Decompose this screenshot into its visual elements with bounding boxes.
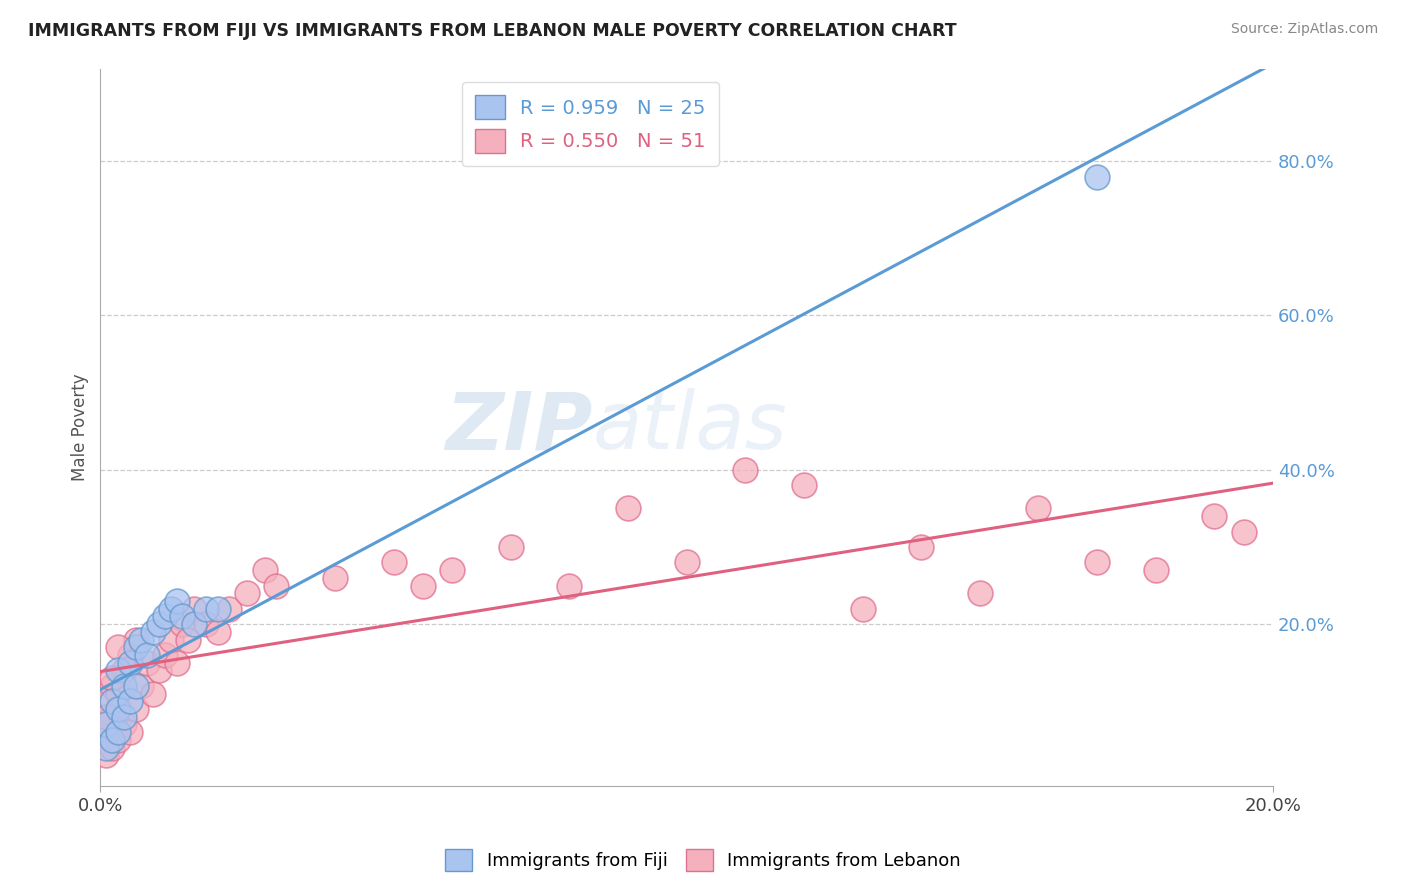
Point	[852, 601, 875, 615]
Point	[118, 648, 141, 662]
Point	[1085, 169, 1108, 184]
Point	[218, 601, 240, 615]
Point	[194, 601, 217, 615]
Point	[101, 709, 124, 723]
Point	[118, 656, 141, 670]
Point	[183, 617, 205, 632]
Point	[101, 679, 124, 693]
Point	[969, 586, 991, 600]
Point	[148, 664, 170, 678]
Point	[159, 632, 181, 647]
Point	[131, 632, 153, 647]
Point	[107, 725, 129, 739]
Point	[101, 732, 124, 747]
Point	[107, 664, 129, 678]
Point	[1233, 524, 1256, 539]
Point	[124, 632, 146, 647]
Point	[118, 725, 141, 739]
Point	[124, 640, 146, 655]
Point	[194, 617, 217, 632]
Point	[124, 702, 146, 716]
Point	[172, 609, 194, 624]
Point	[96, 694, 118, 708]
Point	[207, 624, 229, 639]
Point	[264, 578, 287, 592]
Point	[734, 463, 756, 477]
Point	[107, 687, 129, 701]
Point	[96, 709, 118, 723]
Point	[617, 501, 640, 516]
Point	[101, 740, 124, 755]
Text: ZIP: ZIP	[446, 388, 593, 467]
Point	[124, 679, 146, 693]
Y-axis label: Male Poverty: Male Poverty	[72, 374, 89, 481]
Point	[441, 563, 464, 577]
Point	[107, 702, 129, 716]
Point	[172, 617, 194, 632]
Point	[558, 578, 581, 592]
Point	[910, 540, 932, 554]
Point	[1028, 501, 1050, 516]
Point	[142, 687, 165, 701]
Point	[112, 679, 135, 693]
Point	[499, 540, 522, 554]
Point	[323, 571, 346, 585]
Point	[101, 671, 124, 685]
Point	[207, 601, 229, 615]
Legend: Immigrants from Fiji, Immigrants from Lebanon: Immigrants from Fiji, Immigrants from Le…	[439, 842, 967, 879]
Point	[153, 648, 176, 662]
Point	[112, 664, 135, 678]
Point	[148, 617, 170, 632]
Point	[112, 717, 135, 731]
Point	[166, 594, 188, 608]
Point	[236, 586, 259, 600]
Point	[253, 563, 276, 577]
Point	[96, 717, 118, 731]
Point	[159, 601, 181, 615]
Point	[166, 656, 188, 670]
Legend: R = 0.959   N = 25, R = 0.550   N = 51: R = 0.959 N = 25, R = 0.550 N = 51	[463, 82, 720, 166]
Point	[136, 648, 159, 662]
Point	[382, 555, 405, 569]
Point	[112, 709, 135, 723]
Point	[153, 609, 176, 624]
Point	[177, 632, 200, 647]
Point	[107, 732, 129, 747]
Text: IMMIGRANTS FROM FIJI VS IMMIGRANTS FROM LEBANON MALE POVERTY CORRELATION CHART: IMMIGRANTS FROM FIJI VS IMMIGRANTS FROM …	[28, 22, 956, 40]
Point	[96, 725, 118, 739]
Point	[675, 555, 697, 569]
Point	[118, 694, 141, 708]
Point	[1085, 555, 1108, 569]
Point	[131, 679, 153, 693]
Point	[793, 478, 815, 492]
Point	[412, 578, 434, 592]
Point	[183, 601, 205, 615]
Text: Source: ZipAtlas.com: Source: ZipAtlas.com	[1230, 22, 1378, 37]
Point	[107, 640, 129, 655]
Point	[142, 624, 165, 639]
Point	[96, 740, 118, 755]
Point	[96, 748, 118, 763]
Point	[1144, 563, 1167, 577]
Point	[136, 656, 159, 670]
Point	[1204, 509, 1226, 524]
Point	[101, 694, 124, 708]
Text: atlas: atlas	[593, 388, 787, 467]
